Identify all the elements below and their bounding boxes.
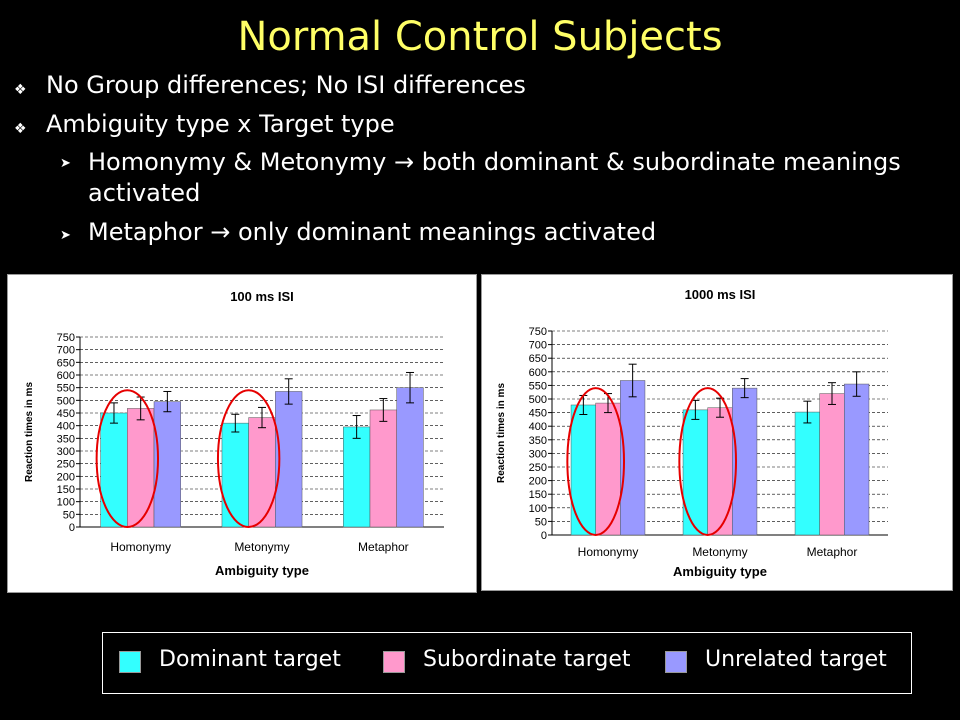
diamond-bullet-icon: ❖ <box>14 121 27 137</box>
x-tick-label: Metaphor <box>807 545 858 559</box>
y-tick-label: 650 <box>529 353 547 365</box>
bullet-item: No Group differences; No ISI differences <box>46 71 526 99</box>
y-tick-label: 150 <box>57 484 75 496</box>
legend-swatch-subordinate <box>383 651 405 673</box>
bar-100-ms-isi <box>369 409 397 528</box>
chart-title: 100 ms ISI <box>230 289 294 304</box>
y-tick-label: 600 <box>529 367 547 379</box>
legend-label: Dominant target <box>159 647 341 672</box>
y-tick-label: 350 <box>529 435 547 447</box>
diamond-bullet-icon: ❖ <box>14 82 27 98</box>
bar-1000-ms-isi <box>794 411 820 536</box>
sub-bullet-item: Metaphor → only dominant meanings activa… <box>88 218 657 246</box>
bar-100-ms-isi <box>127 408 155 528</box>
y-tick-label: 300 <box>57 446 75 458</box>
y-tick-label: 0 <box>541 530 547 542</box>
y-tick-label: 550 <box>57 383 75 395</box>
y-tick-label: 100 <box>529 503 547 515</box>
y-tick-label: 200 <box>57 471 75 483</box>
y-tick-label: 300 <box>529 448 547 460</box>
y-tick-label: 450 <box>57 408 75 420</box>
bar-100-ms-isi <box>221 422 249 528</box>
bar-1000-ms-isi <box>707 407 733 536</box>
bar-1000-ms-isi <box>570 404 596 536</box>
legend-swatch-unrelated <box>665 651 687 673</box>
bar-100-ms-isi <box>396 387 424 528</box>
slide-title: Normal Control Subjects <box>237 14 723 60</box>
legend: Dominant target Subordinate target Unrel… <box>102 632 912 694</box>
bar-1000-ms-isi <box>595 402 621 536</box>
x-tick-label: Metonymy <box>234 540 289 554</box>
y-tick-label: 250 <box>57 459 75 471</box>
x-tick-label: Metonymy <box>692 545 747 559</box>
bar-100-ms-isi <box>248 417 276 528</box>
arrowhead-bullet-icon: ➤ <box>60 156 71 171</box>
x-tick-label: Metaphor <box>358 540 409 554</box>
y-axis-label: Reaction times in ms <box>496 383 507 483</box>
y-tick-label: 750 <box>529 326 547 338</box>
x-axis-label: Ambiguity type <box>215 563 309 578</box>
y-axis-label: Reaction times in ms <box>24 382 35 482</box>
legend-swatch-dominant <box>119 651 141 673</box>
y-tick-label: 600 <box>57 370 75 382</box>
y-tick-label: 700 <box>57 345 75 357</box>
legend-label: Subordinate target <box>423 647 631 672</box>
chart-100ms-svg: 100 ms ISI 050100150200250300350400450500… <box>24 289 444 578</box>
y-tick-label: 100 <box>57 497 75 509</box>
y-tick-label: 150 <box>529 489 547 501</box>
chart-1000ms: 1000 ms ISI 0 50 100 150 200 250 300 350 400 450 50… <box>481 274 953 591</box>
y-tick-label: 50 <box>63 509 75 521</box>
highlight-ellipse <box>566 387 626 536</box>
highlight-ellipse <box>95 389 160 529</box>
y-tick-label: 500 <box>529 394 547 406</box>
legend-label: Unrelated target <box>705 647 887 672</box>
chart-100ms: 100 ms ISI 0 50 100 150 200 250 300 350 400 450 500… <box>7 274 477 593</box>
bullet-item: Ambiguity type x Target type <box>46 110 395 138</box>
y-tick-label: 400 <box>57 421 75 433</box>
x-tick-label: Homonymy <box>578 545 639 559</box>
bar-1000-ms-isi <box>844 383 870 536</box>
bar-100-ms-isi <box>100 412 128 528</box>
y-tick-label: 750 <box>57 332 75 344</box>
highlight-ellipse <box>678 387 738 536</box>
bar-100-ms-isi <box>343 426 371 528</box>
bar-1000-ms-isi <box>682 409 708 536</box>
sub-bullet-item: Homonymy & Metonymy → both dominant & su… <box>88 148 901 176</box>
y-tick-label: 350 <box>57 433 75 445</box>
y-tick-label: 450 <box>529 408 547 420</box>
highlight-ellipse <box>216 389 281 529</box>
y-tick-label: 500 <box>57 395 75 407</box>
x-tick-label: Homonymy <box>110 540 171 554</box>
y-tick-label: 650 <box>57 357 75 369</box>
y-tick-label: 50 <box>535 516 547 528</box>
y-tick-label: 700 <box>529 340 547 352</box>
arrowhead-bullet-icon: ➤ <box>60 228 71 243</box>
y-tick-label: 400 <box>529 421 547 433</box>
x-axis-label: Ambiguity type <box>673 564 767 579</box>
chart-title: 1000 ms ISI <box>685 287 756 302</box>
sub-bullet-continuation: activated <box>88 179 201 207</box>
y-tick-label: 0 <box>69 522 75 534</box>
bar-1000-ms-isi <box>819 393 845 536</box>
y-tick-label: 550 <box>529 380 547 392</box>
y-tick-label: 250 <box>529 462 547 474</box>
y-tick-label: 200 <box>529 476 547 488</box>
